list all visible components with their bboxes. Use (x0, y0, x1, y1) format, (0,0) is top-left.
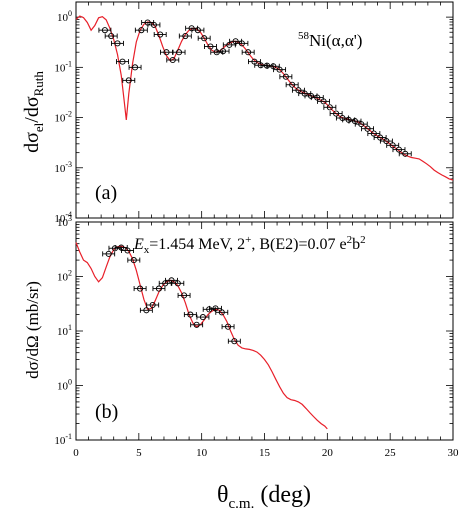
data-point (323, 104, 337, 111)
x-tick-label: 10 (196, 447, 208, 459)
y-tick-label: 10-2 (54, 110, 72, 125)
panel-b-y-axis-label: dσ/dΩ (mb/sr) (23, 281, 42, 379)
data-point (116, 58, 129, 65)
data-point (329, 110, 343, 117)
y-tick-label: 103 (57, 214, 72, 229)
panel-a-label: (a) (95, 182, 117, 204)
data-point (266, 63, 280, 70)
data-point (121, 247, 134, 254)
data-point (127, 257, 141, 264)
data-point (398, 150, 412, 157)
panel-b: 103 102 101 100 10-1 0 5 10 15 20 25 30 Ex=1.454 M… (23, 214, 459, 512)
x-axis-label: θc.m. (deg) (217, 482, 311, 512)
data-point (215, 309, 229, 316)
data-point (227, 338, 241, 345)
data-point (172, 49, 186, 56)
data-point (285, 81, 299, 88)
y-tick-label: 100 (57, 378, 72, 393)
data-point (111, 40, 124, 47)
panel-a-y-axis-label: dσel/dσRuth (21, 71, 46, 153)
panel-a-frame (75, 1, 454, 219)
panel-b-frame (75, 221, 454, 441)
data-point (171, 280, 185, 287)
panel-b-data-points (102, 244, 241, 345)
panel-a-x-ticks (75, 2, 454, 218)
data-point (177, 292, 191, 299)
data-point (104, 32, 118, 40)
panel-a-theory-curve (75, 15, 454, 181)
panel-a-y-ticks: 100 10-1 10-2 10-3 10-4 (54, 1, 453, 225)
data-point (221, 323, 235, 330)
x-tick-label: 20 (322, 447, 334, 459)
data-point (310, 94, 324, 101)
data-point (241, 49, 255, 56)
y-tick-label: 100 (57, 9, 72, 24)
data-point (147, 21, 161, 28)
x-tick-label: 0 (73, 447, 79, 459)
data-point (279, 73, 293, 80)
data-point (166, 56, 180, 64)
data-point (197, 35, 211, 42)
data-point (216, 48, 230, 55)
y-tick-label: 102 (57, 269, 72, 284)
data-point (152, 285, 166, 292)
data-point (102, 250, 116, 257)
panel-b-label: (b) (95, 401, 118, 423)
x-tick-label: 5 (136, 447, 142, 459)
data-point (139, 307, 153, 314)
y-tick-label: 10-1 (54, 59, 72, 74)
data-point (273, 66, 287, 73)
data-point (191, 27, 205, 34)
data-point (235, 40, 249, 47)
x-tick-label: 15 (259, 447, 271, 459)
panel-a: 100 10-1 10-2 10-3 10-4 58Ni(α,α') (a) dσel/… (21, 1, 454, 225)
data-point (160, 49, 173, 56)
data-point (178, 32, 192, 40)
data-point (196, 314, 210, 321)
data-point (128, 64, 142, 71)
data-point (361, 125, 374, 132)
panel-b-x-ticks: 0 5 10 15 20 25 30 (73, 222, 459, 459)
data-point (317, 98, 331, 105)
panel-a-data-points (98, 19, 412, 157)
y-tick-label: 10-3 (54, 160, 72, 175)
panel-a-annotation: 58Ni(α,α') (298, 30, 362, 50)
data-point (183, 311, 197, 318)
data-point (133, 285, 147, 292)
data-point (134, 27, 148, 34)
data-point (98, 27, 112, 34)
data-point (153, 31, 167, 38)
data-point (247, 58, 261, 65)
y-tick-label: 10-4 (54, 210, 72, 225)
y-tick-label: 101 (57, 323, 72, 338)
data-point (204, 43, 217, 50)
panel-b-annotation: Ex=1.454 MeV, 2+, B(E2)=0.07 e2b2 (133, 234, 366, 256)
y-tick-label: 10-1 (54, 432, 72, 447)
x-tick-label: 25 (385, 447, 397, 459)
data-point (122, 77, 136, 84)
x-tick-label: 30 (448, 447, 460, 459)
data-point (146, 301, 160, 309)
data-point (190, 321, 204, 328)
